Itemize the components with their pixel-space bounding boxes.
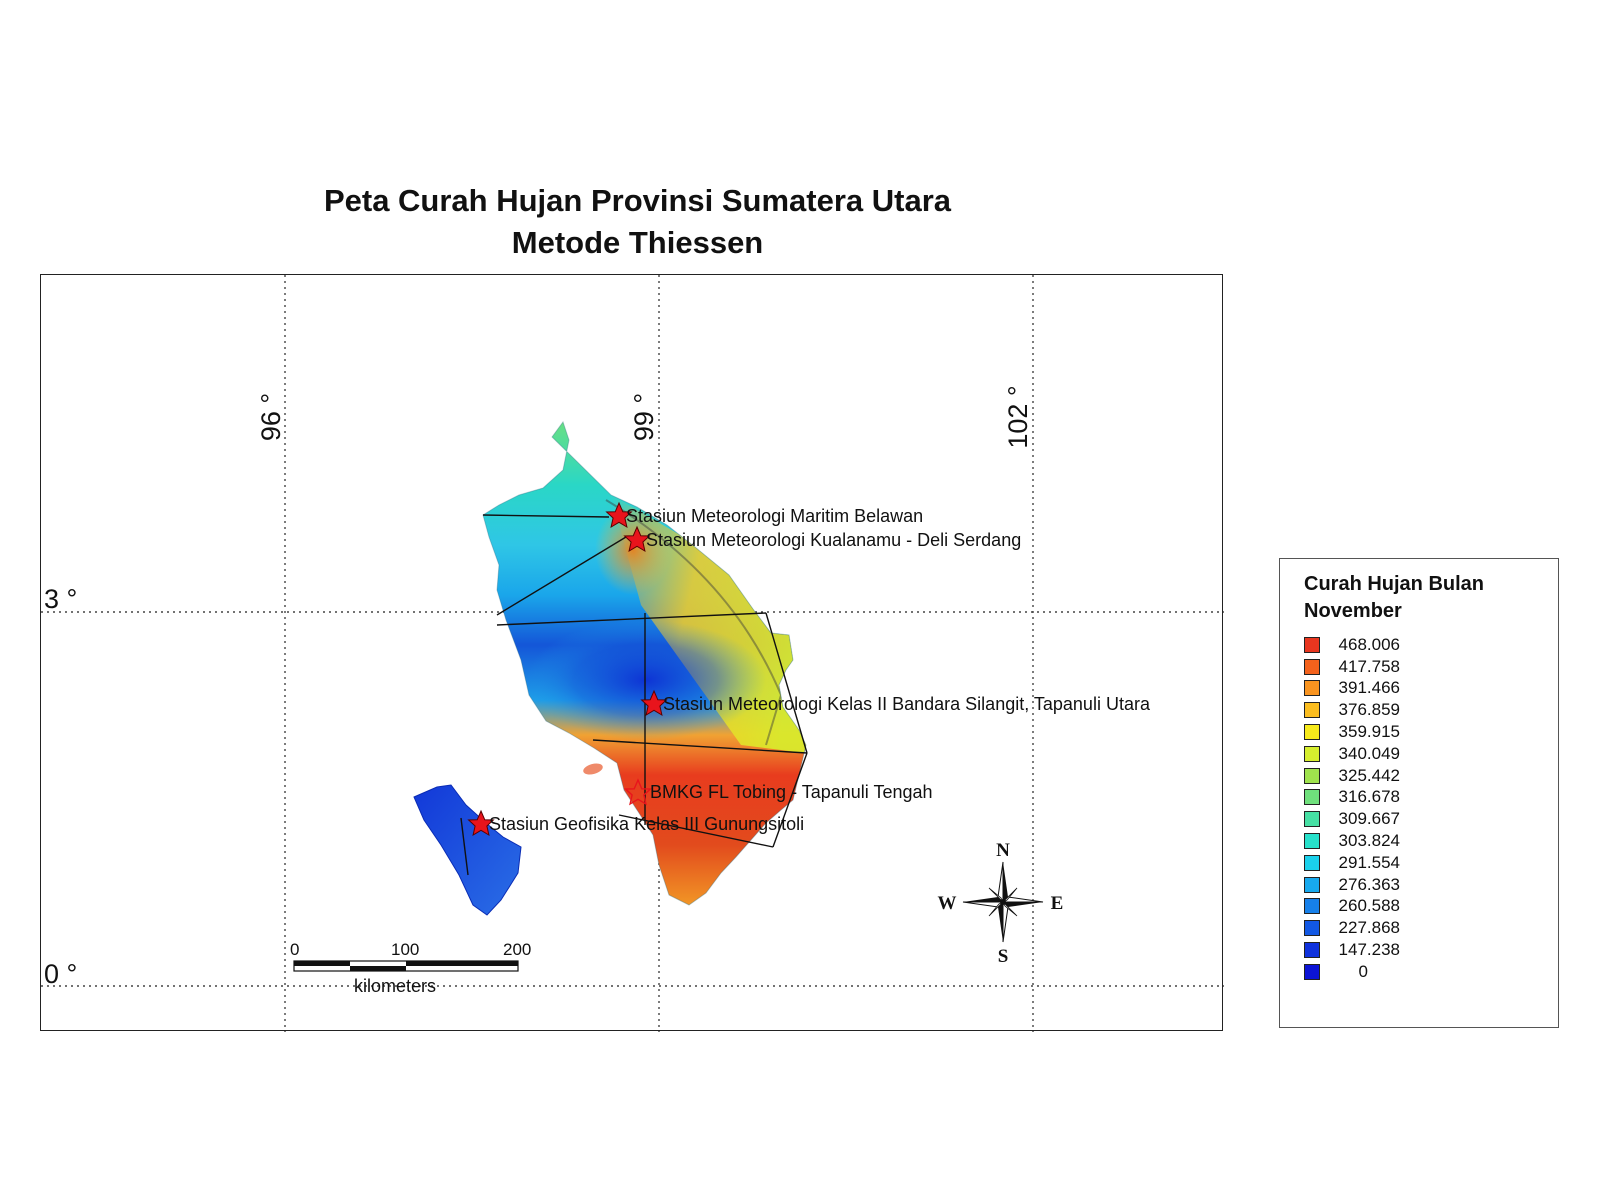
station-marker-silangit[interactable] xyxy=(640,689,668,717)
compass-rose-icon: N S E W xyxy=(938,840,1064,967)
legend-swatch xyxy=(1304,636,1320,653)
station-markers xyxy=(467,501,668,837)
lat-label-0: 0 ° xyxy=(44,959,77,989)
lon-label-96: 96 ° xyxy=(256,393,286,441)
map-title-line1: Peta Curah Hujan Provinsi Sumatera Utara xyxy=(323,183,952,218)
legend-value: 260.588 xyxy=(1338,896,1400,916)
legend-swatch xyxy=(1304,898,1320,915)
legend-item: 376.859 xyxy=(1304,699,1400,721)
legend-value: 325.442 xyxy=(1338,765,1400,785)
legend-value: 276.363 xyxy=(1338,874,1400,894)
legend-value: 340.049 xyxy=(1338,743,1400,763)
scale-tick-100: 100 xyxy=(391,940,419,959)
legend-swatch xyxy=(1304,658,1320,675)
legend-swatch xyxy=(1304,724,1320,741)
station-label-silangit: Stasiun Meteorologi Kelas II Bandara Sil… xyxy=(663,694,1151,714)
scale-bar: 0 100 200 kilometers xyxy=(290,940,531,996)
compass-east: E xyxy=(1051,893,1064,914)
map-canvas: 96 ° 99 ° 102 ° 3 ° 0 ° xyxy=(41,275,1224,1032)
station-label-fl-tobing: BMKG FL Tobing - Tapanuli Tengah xyxy=(650,782,933,802)
lat-label-3: 3 ° xyxy=(44,584,77,614)
map-title-line2: Metode Thiessen xyxy=(511,225,764,260)
station-marker-kualanamu[interactable] xyxy=(623,525,651,553)
legend-item: 391.466 xyxy=(1304,678,1400,700)
legend-value: 147.238 xyxy=(1338,940,1400,960)
map-frame: 96 ° 99 ° 102 ° 3 ° 0 ° xyxy=(40,274,1224,1032)
legend-item: 316.678 xyxy=(1304,787,1400,809)
legend-swatch xyxy=(1304,920,1320,937)
legend-swatch xyxy=(1304,680,1320,697)
compass-north: N xyxy=(996,840,1010,861)
map-title: Peta Curah Hujan Provinsi Sumatera Utara… xyxy=(40,180,1235,264)
legend: Curah Hujan Bulan November 468.006 417.7… xyxy=(1279,558,1559,1028)
legend-swatch xyxy=(1304,876,1320,893)
legend-swatch xyxy=(1304,963,1320,980)
thiessen-lines xyxy=(460,514,808,876)
legend-item: 260.588 xyxy=(1304,896,1400,918)
scale-tick-0: 0 xyxy=(290,940,299,959)
legend-value: 227.868 xyxy=(1338,918,1400,938)
legend-swatch xyxy=(1304,833,1320,850)
legend-item: 359.915 xyxy=(1304,721,1400,743)
mainland-surface xyxy=(483,422,806,905)
graticule-labels: 96 ° 99 ° 102 ° 3 ° 0 ° xyxy=(44,385,1033,989)
legend-item: 340.049 xyxy=(1304,743,1400,765)
legend-value: 417.758 xyxy=(1338,656,1400,676)
station-marker-fl-tobing[interactable] xyxy=(623,778,653,806)
legend-item: 147.238 xyxy=(1304,939,1400,961)
legend-swatch xyxy=(1304,854,1320,871)
legend-item: 325.442 xyxy=(1304,765,1400,787)
nias-island xyxy=(413,784,522,916)
station-label-gunungsitoli: Stasiun Geofisika Kelas III Gunungsitoli xyxy=(489,814,804,834)
legend-item: 303.824 xyxy=(1304,830,1400,852)
compass-south: S xyxy=(998,946,1009,967)
legend-item: 468.006 xyxy=(1304,634,1400,656)
legend-swatch xyxy=(1304,789,1320,806)
legend-item: 227.868 xyxy=(1304,917,1400,939)
graticule xyxy=(41,275,1224,1032)
legend-item: 291.554 xyxy=(1304,852,1400,874)
legend-value: 303.824 xyxy=(1338,831,1400,851)
station-labels: Stasiun Meteorologi Maritim Belawan Stas… xyxy=(489,506,1151,834)
legend-title: Curah Hujan Bulan November xyxy=(1304,573,1485,622)
compass-west: W xyxy=(938,893,957,914)
legend-swatch xyxy=(1304,702,1320,719)
legend-item: 417.758 xyxy=(1304,656,1400,678)
legend-swatch xyxy=(1304,811,1320,828)
station-marker-gunungsitoli[interactable] xyxy=(467,809,495,837)
legend-value: 316.678 xyxy=(1338,787,1400,807)
legend-value: 309.667 xyxy=(1338,809,1400,829)
lon-label-99: 99 ° xyxy=(629,393,659,441)
legend-value: 291.554 xyxy=(1338,852,1400,872)
legend-item: 276.363 xyxy=(1304,874,1400,896)
legend-value: 359.915 xyxy=(1338,722,1400,742)
legend-swatch xyxy=(1304,942,1320,959)
legend-item: 309.667 xyxy=(1304,808,1400,830)
scale-tick-200: 200 xyxy=(503,940,531,959)
legend-item: 0 xyxy=(1304,961,1400,983)
small-island xyxy=(583,763,603,775)
legend-value: 468.006 xyxy=(1338,634,1400,654)
legend-swatch xyxy=(1304,767,1320,784)
legend-value: 376.859 xyxy=(1338,700,1400,720)
station-label-belawan: Stasiun Meteorologi Maritim Belawan xyxy=(626,506,923,526)
legend-value: 391.466 xyxy=(1338,678,1400,698)
lon-label-102: 102 ° xyxy=(1003,385,1033,448)
station-label-kualanamu: Stasiun Meteorologi Kualanamu - Deli Ser… xyxy=(646,530,1021,550)
legend-swatch xyxy=(1304,745,1320,762)
station-marker-belawan[interactable] xyxy=(605,501,633,529)
legend-list: 468.006 417.758 391.466 376.859 359.915 … xyxy=(1304,634,1400,983)
legend-value: 0 xyxy=(1358,961,1368,981)
scale-unit: kilometers xyxy=(354,976,436,996)
